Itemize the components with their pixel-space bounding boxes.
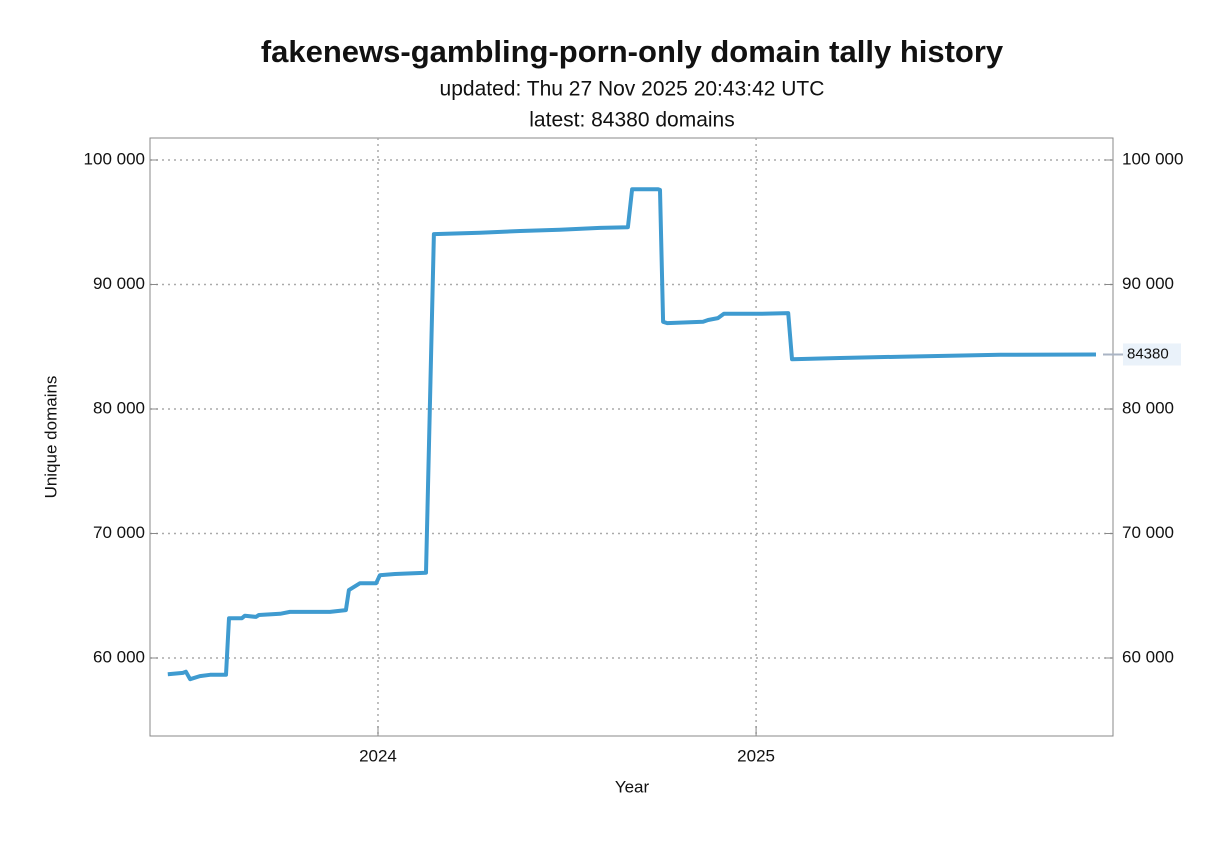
y2-tick-label: 90 000 (1122, 274, 1174, 293)
y-tick-label: 100 000 (84, 149, 145, 168)
x-tick-label: 2024 (359, 746, 397, 765)
annotation-box (1123, 343, 1181, 366)
line (167, 187, 1097, 682)
subtitle: updated: Thu 27 Nov 2025 20:43:42 UTC (440, 78, 825, 101)
subtitle: latest: 84380 domains (529, 109, 734, 132)
y-tick-label: 90 000 (93, 274, 145, 293)
y2-tick-label: 70 000 (1122, 523, 1174, 542)
x-axis-label: Year (615, 777, 650, 796)
y-axis-label: Unique domains (41, 376, 60, 499)
y-tick-label: 80 000 (93, 398, 145, 417)
y-tick-label: 60 000 (93, 647, 145, 666)
chart-title: fakenews-gambling-porn-only domain tally… (261, 34, 1004, 69)
plot-frame (149, 137, 1114, 737)
y-tick-label: 70 000 (93, 523, 145, 542)
y2-tick-label: 60 000 (1122, 647, 1174, 666)
y2-tick-label: 100 000 (1122, 149, 1183, 168)
x-tick-label: 2025 (737, 746, 775, 765)
y2-tick-label: 80 000 (1122, 398, 1174, 417)
annotation: 84380 (1127, 345, 1169, 362)
